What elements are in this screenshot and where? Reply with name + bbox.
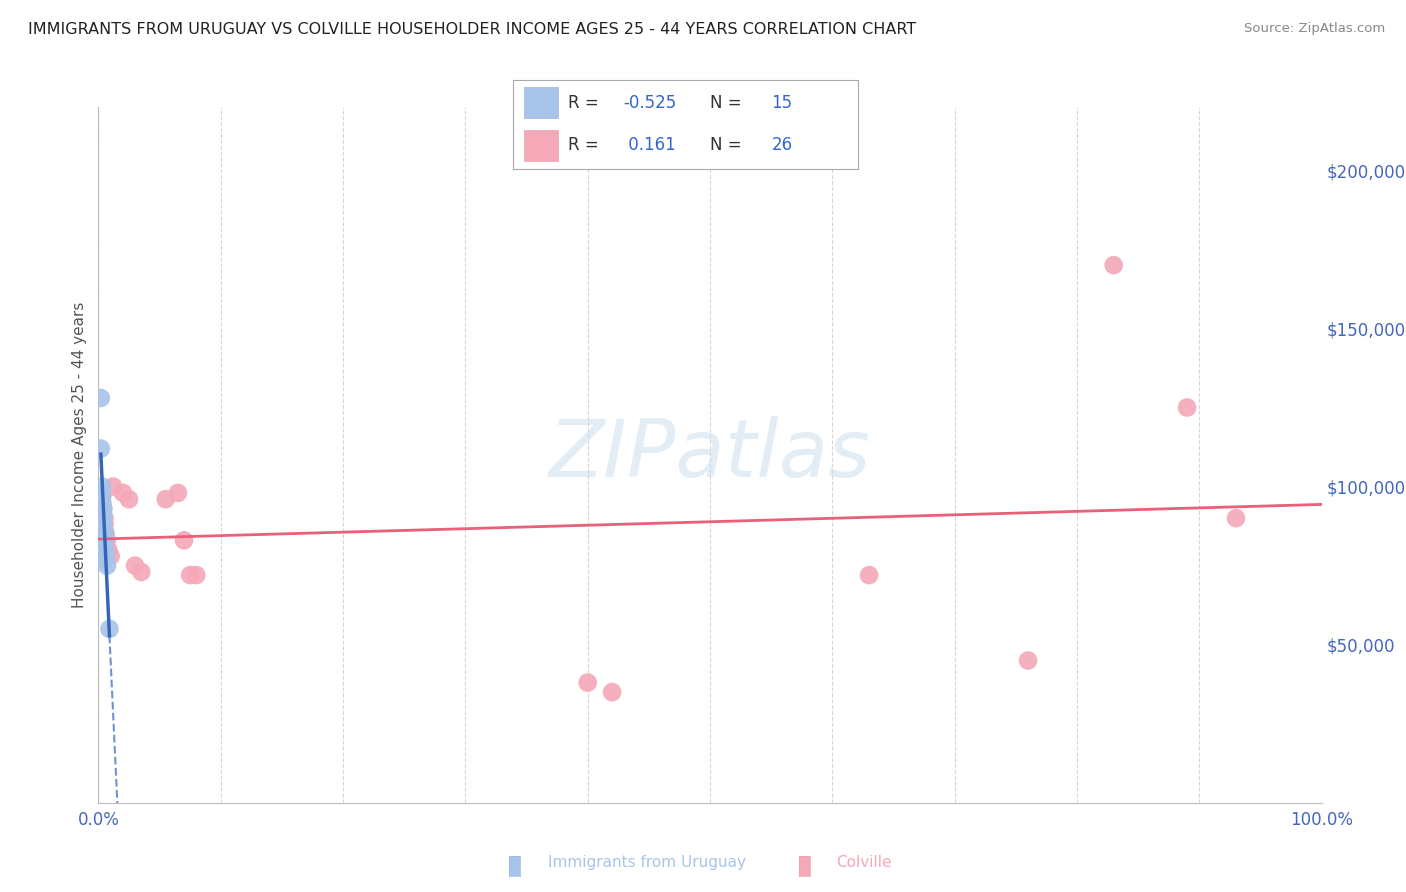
Text: Immigrants from Uruguay: Immigrants from Uruguay: [548, 855, 747, 870]
Point: [91, 501, 114, 516]
Point: [91, 489, 114, 503]
Point: [96, 558, 118, 573]
Point: [96, 533, 118, 548]
Point: [124, 558, 146, 573]
Text: N =: N =: [710, 136, 747, 154]
Y-axis label: Householder Income Ages 25 - 44 years: Householder Income Ages 25 - 44 years: [72, 301, 87, 608]
Text: 15: 15: [772, 94, 793, 112]
Point: [101, 479, 124, 493]
Point: [93, 517, 115, 532]
Point: [1175, 401, 1198, 415]
Point: [173, 533, 195, 548]
Text: 0.161: 0.161: [623, 136, 676, 154]
Text: Colville: Colville: [837, 855, 891, 870]
Point: [93, 524, 115, 538]
Point: [91, 489, 114, 503]
Point: [576, 675, 599, 690]
Point: [1225, 511, 1247, 525]
Text: R =: R =: [568, 136, 605, 154]
Point: [97, 542, 120, 557]
Point: [98, 622, 121, 636]
Text: N =: N =: [710, 94, 747, 112]
Text: R =: R =: [568, 94, 605, 112]
Point: [186, 568, 208, 582]
Point: [129, 565, 152, 579]
Point: [155, 492, 177, 507]
Point: [93, 530, 115, 544]
Point: [91, 495, 114, 509]
Point: [100, 549, 122, 563]
Bar: [523, 87, 558, 118]
Point: [91, 508, 114, 522]
Text: Source: ZipAtlas.com: Source: ZipAtlas.com: [1244, 22, 1385, 36]
Point: [91, 495, 114, 509]
Point: [91, 517, 114, 532]
Point: [94, 527, 117, 541]
Point: [1017, 653, 1039, 667]
Point: [111, 486, 134, 500]
Point: [94, 546, 117, 560]
Text: -0.525: -0.525: [623, 94, 676, 112]
Point: [1102, 258, 1125, 272]
Point: [600, 685, 623, 699]
Point: [93, 511, 115, 525]
Bar: [523, 130, 558, 161]
Point: [91, 501, 114, 516]
Text: ZIPatlas: ZIPatlas: [548, 416, 872, 494]
Point: [94, 552, 117, 566]
Text: IMMIGRANTS FROM URUGUAY VS COLVILLE HOUSEHOLDER INCOME AGES 25 - 44 YEARS CORREL: IMMIGRANTS FROM URUGUAY VS COLVILLE HOUS…: [28, 22, 917, 37]
Point: [90, 391, 112, 405]
Text: 26: 26: [772, 136, 793, 154]
Point: [91, 479, 114, 493]
Point: [167, 486, 190, 500]
Point: [179, 568, 201, 582]
Point: [118, 492, 141, 507]
Point: [858, 568, 880, 582]
Point: [93, 536, 115, 550]
Point: [90, 442, 112, 456]
